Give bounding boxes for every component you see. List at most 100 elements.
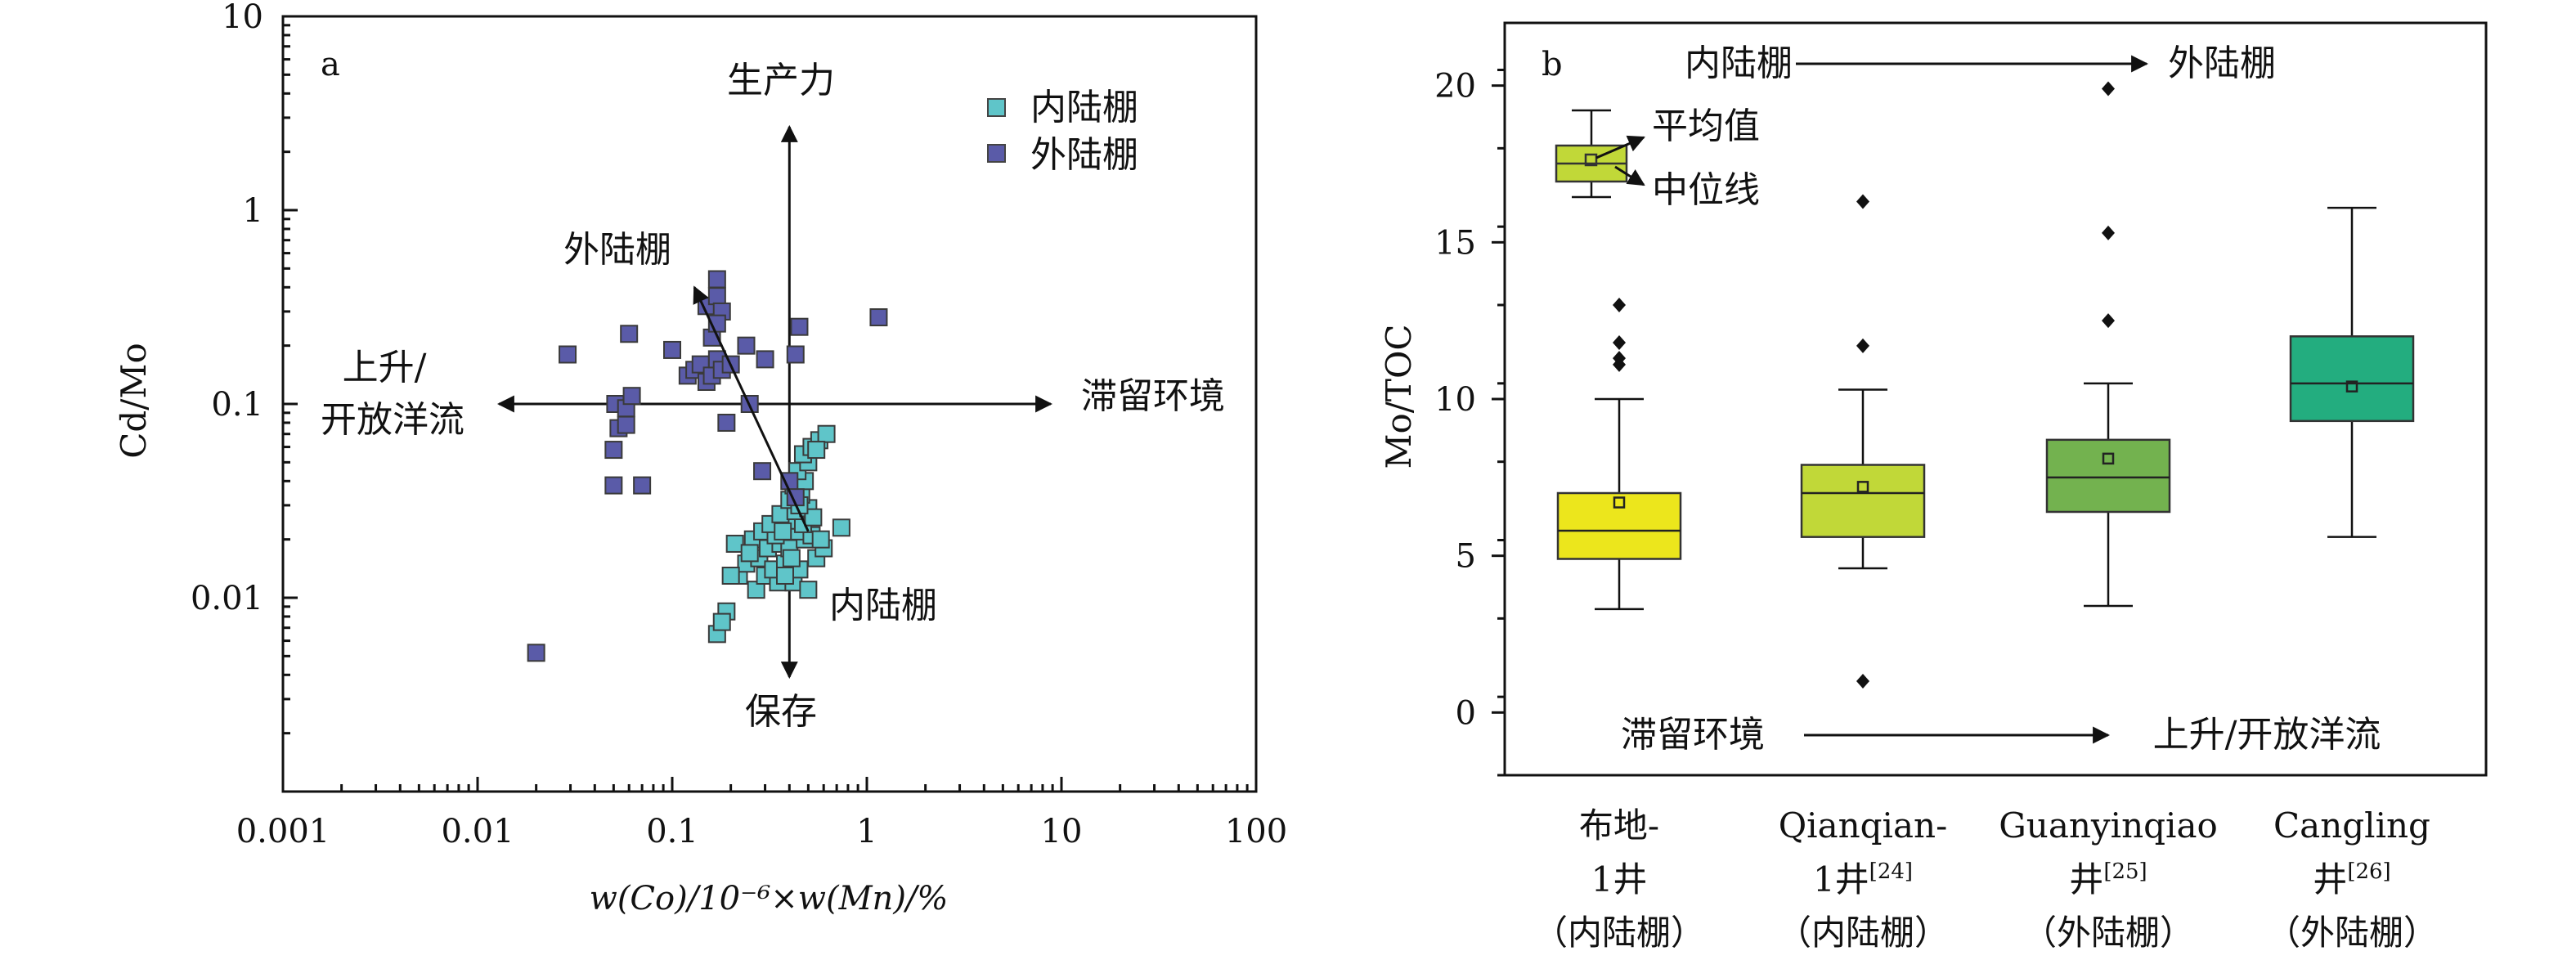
inner-shelf-point — [804, 508, 823, 527]
legend-mean-marker — [1584, 153, 1598, 167]
outer-shelf-point — [756, 350, 774, 369]
outlier-point — [1856, 674, 1869, 689]
category-label-line3: （外陆棚） — [2022, 913, 2194, 953]
category-label-line1: 布地- — [1579, 805, 1659, 846]
x-tick-label: 10 — [1041, 813, 1083, 850]
upwelling-bottom-label: 上升/开放洋流 — [2153, 714, 2381, 756]
b-y-tick-label: 0 — [1456, 694, 1476, 732]
panel-b-ticks: 0 5 10 15 20 — [1434, 68, 1505, 777]
x-tick-label: 1 — [856, 813, 877, 850]
legend-median-pointer — [1614, 165, 1645, 186]
outer-shelf-point — [717, 413, 736, 432]
outlier-point — [2102, 225, 2115, 240]
x-tick-label: 0.01 — [441, 813, 514, 850]
panel-b-ylabel: Mo/TOC — [1379, 324, 1419, 469]
x-tick-label: 100 — [1225, 813, 1287, 850]
upwelling-label-line1: 上升/ — [343, 347, 427, 388]
category-label-line2: 1井[24] — [1813, 859, 1913, 899]
panel-a-label: a — [321, 46, 340, 83]
mean-marker — [2102, 452, 2115, 465]
category-label-line2: 井[26] — [2313, 859, 2390, 899]
mean-marker — [2345, 380, 2358, 393]
legend-mean-pointer — [1595, 135, 1645, 159]
legend-swatch-inner — [987, 98, 1006, 117]
x-tick-label: 0.1 — [646, 813, 698, 850]
box-legend: 平均值 中位线 — [1555, 105, 1760, 211]
category-label-line2: 井[25] — [2069, 859, 2147, 899]
legend-mean-label: 平均值 — [1652, 105, 1760, 147]
outer-shelf-point — [633, 476, 652, 495]
inner-shelf-point — [774, 522, 792, 541]
inner-shelf-point — [725, 534, 744, 553]
box — [1800, 464, 1926, 538]
panel-a-points — [527, 270, 888, 662]
preservation-label: 保存 — [745, 691, 817, 733]
panel-b-label: b — [1542, 46, 1563, 83]
panel-a-ylabel: Cd/Mo — [114, 343, 154, 458]
panel-a-legend: 内陆棚 外陆棚 — [987, 87, 1138, 176]
category-ref: [24] — [1869, 859, 1913, 884]
outlier-point — [1613, 351, 1626, 366]
inner-shelf-point — [721, 566, 740, 585]
panel-b-frame — [1503, 21, 2488, 777]
inner-shelf-annotation: 内陆棚 — [829, 585, 937, 626]
category-ref: [25] — [2103, 859, 2147, 884]
category-label-line3: （内陆棚） — [1777, 913, 1949, 953]
outlier-point — [1613, 298, 1626, 312]
category-label-line3: （外陆棚） — [2266, 913, 2438, 953]
b-y-tick-label: 20 — [1434, 68, 1476, 105]
category-label-line1: Qianqian- — [1779, 805, 1948, 846]
inner-shelf-point — [782, 549, 801, 567]
b-y-tick-label: 15 — [1434, 224, 1476, 262]
outer-shelf-top-label: 外陆棚 — [2168, 43, 2276, 84]
inner-shelf-point — [817, 424, 836, 443]
outer-shelf-point — [620, 325, 639, 343]
outer-shelf-point — [707, 270, 726, 289]
outer-shelf-point — [527, 644, 545, 662]
y-tick-label: 1 — [243, 192, 263, 230]
productivity-label: 生产力 — [727, 60, 835, 101]
y-tick-label: 10 — [222, 0, 263, 36]
panel-a-arrows — [496, 124, 1053, 680]
outer-shelf-point — [869, 308, 888, 327]
inner-shelf-point — [775, 566, 794, 585]
panel-a-xlabel: w(Co)/10⁻⁶×w(Mn)/% — [590, 880, 949, 917]
panel-a-ticks: 0.001 0.01 0.1 1 10 100 0.01 0.1 1 10 — [191, 0, 1287, 850]
b-y-tick-label: 5 — [1456, 538, 1476, 576]
outer-shelf-annotation: 外陆棚 — [563, 229, 671, 271]
outer-shelf-point — [790, 317, 809, 336]
box — [1556, 491, 1682, 560]
outlier-point — [1613, 335, 1626, 350]
restricted-label: 滞留环境 — [1081, 375, 1225, 417]
legend-label-inner: 内陆棚 — [1030, 87, 1138, 128]
category-label-line1: Cangling — [2273, 805, 2430, 846]
b-y-tick-label: 10 — [1434, 381, 1476, 419]
outlier-point — [2102, 313, 2115, 329]
outer-shelf-point — [737, 336, 756, 355]
y-tick-label: 0.1 — [211, 386, 263, 424]
panel-a: a 0.001 0.01 0.1 1 10 100 0.01 0.1 1 10 生产力 保存 上升… — [114, 0, 1287, 917]
box — [2289, 335, 2415, 423]
inner-shelf-point — [740, 544, 759, 563]
inner-shelf-point — [799, 581, 818, 599]
inner-shelf-point — [807, 441, 826, 460]
category-label-line1: Guanyinqiao — [1999, 805, 2218, 846]
outer-shelf-point — [617, 415, 635, 434]
outer-shelf-point — [707, 287, 726, 306]
panel-a-frame — [281, 15, 1258, 793]
box — [2045, 438, 2171, 514]
mean-marker — [1856, 481, 1869, 493]
upwelling-label-line2: 开放洋流 — [321, 399, 464, 441]
legend-swatch-outer — [987, 144, 1006, 163]
category-label-line2: 1井 — [1591, 859, 1648, 899]
inner-shelf-point — [712, 612, 731, 631]
legend-label-outer: 外陆棚 — [1030, 134, 1138, 176]
category-label-line3: （内陆棚） — [1533, 913, 1705, 953]
outer-shelf-point — [786, 345, 805, 364]
restricted-bottom-label: 滞留环境 — [1621, 714, 1765, 756]
x-tick-label: 0.001 — [236, 813, 330, 850]
outer-shelf-point — [559, 345, 577, 364]
panel-b-categories: 布地- 1井 （内陆棚） Qianqian- 1井[24] （内陆棚） Guanyinqia… — [1533, 805, 2438, 953]
